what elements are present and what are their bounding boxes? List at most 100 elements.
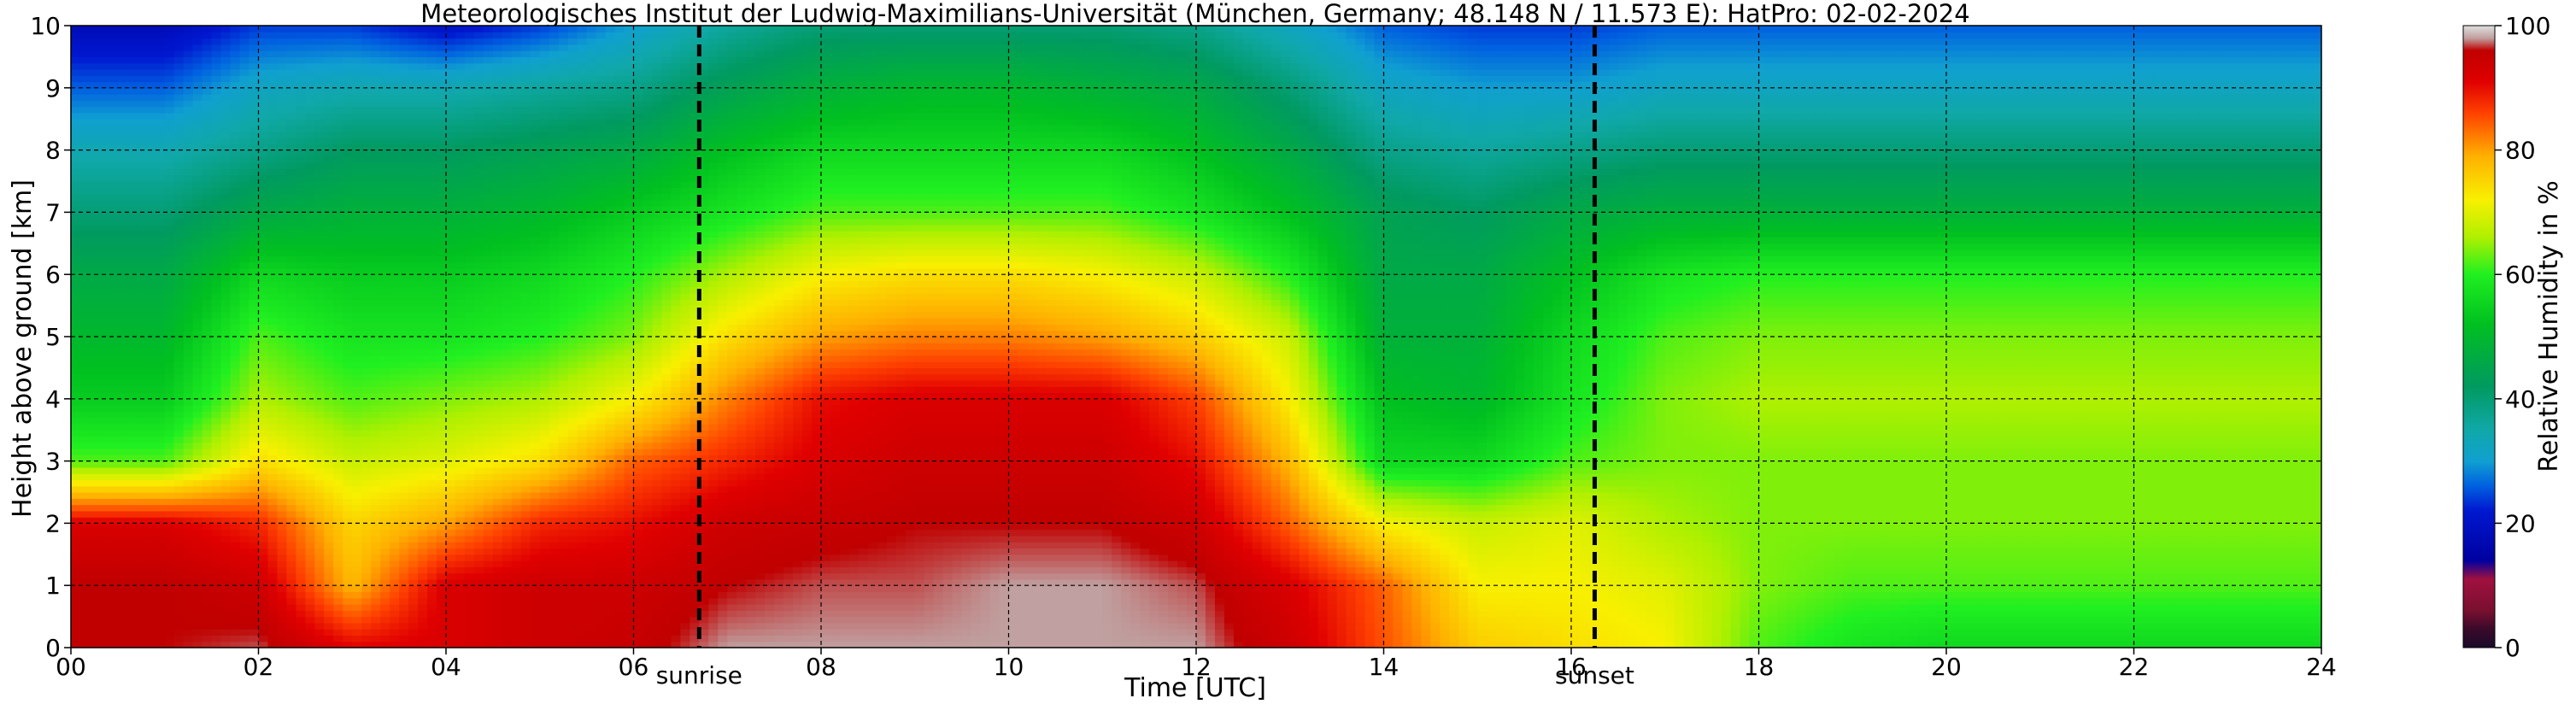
humidity-cell [99,386,109,393]
humidity-cell [324,386,334,393]
humidity-cell [305,175,315,182]
humidity-cell [221,200,232,207]
humidity-cell [155,461,166,468]
humidity-cell [137,629,147,636]
humidity-cell [361,94,372,101]
humidity-cell [259,94,269,101]
humidity-cell [137,156,147,163]
humidity-cell [512,337,522,343]
humidity-cell [455,591,466,598]
humidity-cell [202,610,213,617]
humidity-cell [437,461,447,468]
humidity-cell [305,461,315,468]
humidity-cell [146,536,156,543]
humidity-cell [90,367,100,374]
humidity-cell [324,94,334,101]
humidity-cell [352,585,362,592]
humidity-cell [343,132,353,138]
humidity-cell [333,380,343,387]
humidity-cell [109,629,119,636]
humidity-cell [455,405,466,412]
humidity-cell [259,405,269,412]
humidity-cell [137,349,147,356]
humidity-cell [99,473,109,480]
humidity-cell [493,32,503,38]
humidity-cell [399,132,409,138]
humidity-cell [314,132,325,138]
humidity-cell [474,355,484,362]
humidity-cell [418,461,428,468]
humidity-cell [184,225,194,232]
humidity-cell [174,212,185,219]
humidity-cell [296,418,306,425]
humidity-cell [184,443,194,449]
humidity-cell [418,299,428,306]
humidity-cell [390,610,400,617]
humidity-cell [165,560,175,567]
humidity-cell [202,312,213,319]
humidity-cell [99,231,109,238]
humidity-cell [418,573,428,580]
humidity-cell [174,238,185,244]
humidity-cell [259,32,269,38]
humidity-cell [155,560,166,567]
humidity-cell [305,113,315,120]
humidity-cell [267,505,278,512]
humidity-cell [259,100,269,107]
humidity-cell [455,623,466,630]
humidity-cell [380,343,390,349]
humidity-cell [165,374,175,381]
humidity-cell [502,367,513,374]
humidity-cell [512,100,522,107]
humidity-cell [521,125,531,132]
humidity-cell [212,449,222,455]
humidity-cell [343,337,353,343]
humidity-cell [455,566,466,573]
humidity-cell [352,113,362,120]
humidity-cell [193,623,203,630]
humidity-cell [71,523,81,530]
humidity-cell [296,343,306,349]
humidity-cell [202,443,213,449]
humidity-cell [371,573,381,580]
humidity-cell [361,629,372,636]
humidity-cell [333,343,343,349]
humidity-cell [155,505,166,512]
humidity-cell [361,187,372,194]
humidity-cell [371,361,381,368]
humidity-cell [249,212,260,219]
humidity-cell [99,635,109,642]
humidity-cell [174,411,185,418]
humidity-cell [465,623,475,630]
humidity-cell [512,443,522,449]
humidity-cell [90,88,100,95]
humidity-cell [502,243,513,250]
humidity-cell [465,399,475,406]
humidity-cell [174,50,185,57]
humidity-cell [408,492,419,499]
humidity-cell [118,181,128,188]
humidity-cell [521,119,531,126]
humidity-cell [437,312,447,319]
humidity-cell [296,150,306,157]
humidity-cell [221,505,232,512]
humidity-cell [231,479,241,486]
humidity-cell [531,280,541,287]
humidity-cell [118,119,128,126]
humidity-cell [437,560,447,567]
humidity-cell [71,337,81,343]
humidity-cell [99,623,109,630]
humidity-cell [380,69,390,76]
humidity-cell [437,598,447,605]
humidity-cell [343,623,353,630]
humidity-cell [80,32,91,38]
humidity-cell [502,418,513,425]
humidity-cell [240,610,250,617]
humidity-cell [202,386,213,393]
humidity-cell [286,566,296,573]
humidity-cell [240,461,250,468]
humidity-cell [408,200,419,207]
humidity-cell [427,374,437,381]
humidity-cell [408,511,419,518]
humidity-cell [146,461,156,468]
